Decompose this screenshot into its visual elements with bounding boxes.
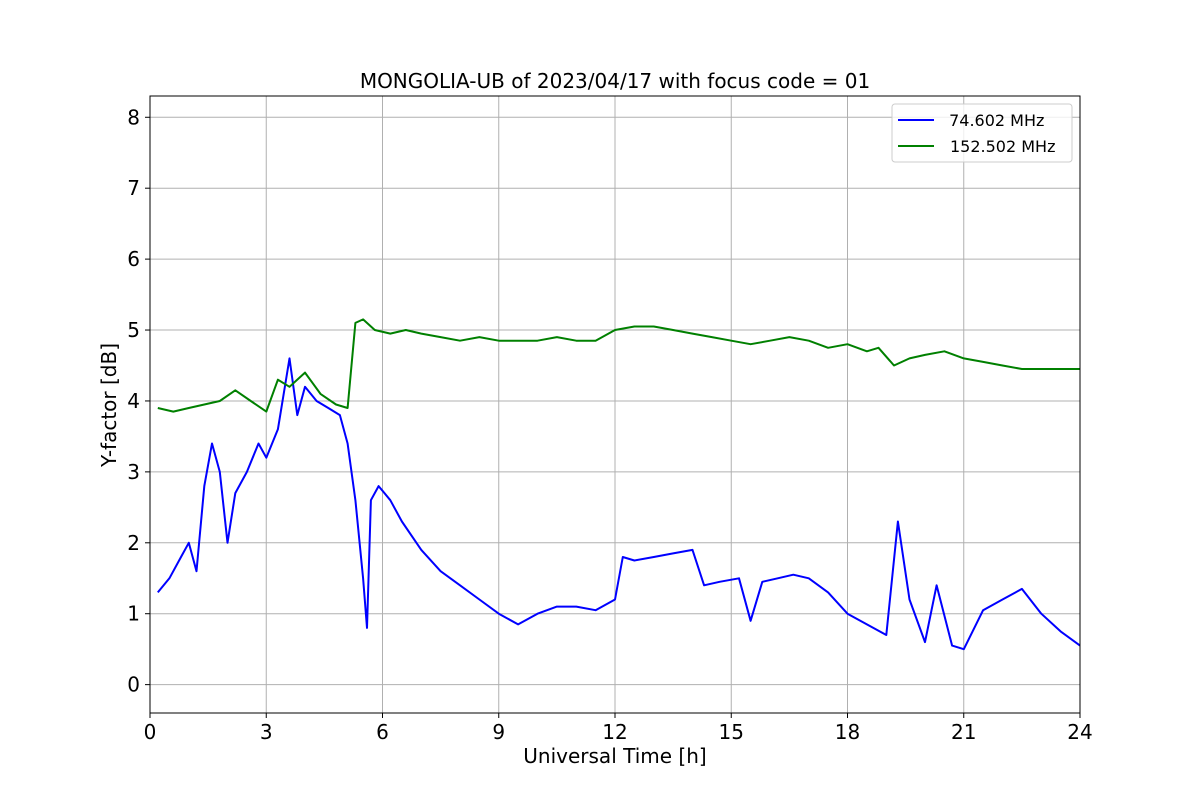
y-tick-label: 8 (127, 105, 140, 129)
x-tick-label: 18 (835, 720, 860, 744)
y-tick-label: 7 (127, 176, 140, 200)
y-tick-label: 3 (127, 460, 140, 484)
y-tick-label: 5 (127, 318, 140, 342)
x-tick-label: 15 (719, 720, 744, 744)
x-tick-label: 12 (602, 720, 627, 744)
x-tick-label: 6 (376, 720, 389, 744)
y-tick-label: 0 (127, 673, 140, 697)
y-tick-label: 6 (127, 247, 140, 271)
legend: 74.602 MHz 152.502 MHz (891, 103, 1073, 163)
series-152-mhz-line (157, 318, 1080, 413)
series-layer (157, 318, 1081, 651)
y-axis-title: Y-factor [dB] (97, 343, 121, 468)
chart-title: MONGOLIA-UB of 2023/04/17 with focus cod… (360, 69, 870, 93)
x-tick-label: 9 (492, 720, 505, 744)
grid (149, 96, 1081, 713)
y-tick-label: 1 (127, 602, 140, 626)
y-tick-label: 2 (127, 531, 140, 555)
x-tick-label: 21 (951, 720, 976, 744)
y-tick-label: 4 (127, 389, 140, 413)
legend-label-74-mhz: 74.602 MHz (944, 111, 1044, 130)
x-tick-label: 3 (260, 720, 273, 744)
x-tick-label: 0 (144, 720, 157, 744)
legend-box (891, 103, 1073, 163)
legend-label-152-mhz: 152.502 MHz (950, 137, 1055, 156)
series-74-mhz-line (157, 357, 1081, 651)
x-axis-title: Universal Time [h] (523, 744, 706, 768)
x-tick-label: 24 (1067, 720, 1092, 744)
